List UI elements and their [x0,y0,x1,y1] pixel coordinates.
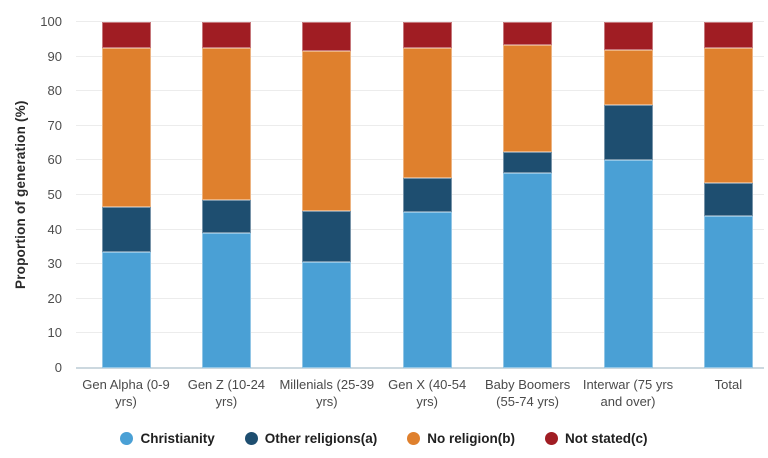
gridline-100 [76,21,764,22]
x-axis-line [76,367,764,369]
y-tick-label-80: 80 [47,83,62,99]
plot-area [76,21,764,369]
legend-dot-christianity [120,431,134,445]
segment-other-religions-a-millenials-25-39-yrs [302,210,352,263]
y-tick-label-70: 70 [47,117,62,133]
segment-no-religion-b-gen-x-40-54-yrs [402,47,452,178]
x-tick-label-gen-z-10-24-yrs: Gen Z (10-24 yrs) [187,377,266,409]
legend-item-not-stated-c: Not stated(c) [545,431,648,446]
legend-dot-no-religion-b [407,431,421,445]
legend: Christianity Other religions(a) No religio… [0,428,768,448]
x-tick-label-baby-boomers-55-74-yrs: Baby Boomers (55-74 yrs) [484,377,571,409]
segment-not-stated-c-interwar-75-yrs-and-over [603,22,653,50]
segment-not-stated-c-total [703,22,753,48]
segment-not-stated-c-gen-x-40-54-yrs [402,22,452,48]
x-tick-label-gen-x-40-54-yrs: Gen X (40-54 yrs) [388,377,467,409]
bar-gen-z-10-24-yrs [201,22,251,368]
segment-other-religions-a-interwar-75-yrs-and-over [603,105,653,161]
segment-christianity-interwar-75-yrs-and-over [603,160,653,368]
bar-gen-alpha-0-9-yrs [101,22,151,368]
segment-not-stated-c-baby-boomers-55-74-yrs [503,22,553,45]
segment-no-religion-b-interwar-75-yrs-and-over [603,49,653,106]
bar-interwar-75-yrs-and-over [603,22,653,368]
bar-total [703,22,753,368]
y-tick-label-50: 50 [47,187,62,202]
segment-christianity-gen-x-40-54-yrs [402,212,452,368]
x-tick-label-total: Total [714,377,743,392]
x-tick-label-gen-alpha-0-9-yrs: Gen Alpha (0-9 yrs) [82,377,170,409]
legend-item-other-religions-a: Other religions(a) [244,430,378,446]
legend-item-christianity: Christianity [120,430,215,446]
legend-label-christianity: Christianity [140,430,215,446]
segment-christianity-millenials-25-39-yrs [302,262,352,368]
segment-no-religion-b-total [703,47,753,183]
legend-dot-not-stated-c [545,431,558,445]
x-tick-label-interwar-75-yrs-and-over: Interwar (75 yrs and over) [582,377,674,409]
segment-other-religions-a-baby-boomers-55-74-yrs [503,151,553,173]
segment-christianity-baby-boomers-55-74-yrs [503,172,553,368]
legend-dot-other-religions-a [244,431,258,445]
segment-no-religion-b-millenials-25-39-yrs [302,51,352,211]
y-tick-label-100: 100 [40,14,62,29]
legend-item-no-religion-b: No religion(b) [407,431,515,446]
y-tick-label-10: 10 [47,325,62,341]
y-tick-label-0: 0 [54,360,62,375]
bar-baby-boomers-55-74-yrs [503,22,553,368]
segment-no-religion-b-gen-alpha-0-9-yrs [101,47,151,208]
segment-christianity-gen-z-10-24-yrs [201,233,251,368]
segment-not-stated-c-millenials-25-39-yrs [302,22,352,52]
segment-no-religion-b-baby-boomers-55-74-yrs [503,44,553,152]
y-tick-label-40: 40 [47,221,62,237]
segment-no-religion-b-gen-z-10-24-yrs [201,47,251,201]
segment-christianity-total [703,215,753,368]
x-tick-label-millenials-25-39-yrs: Millenials (25-39 yrs) [279,377,375,409]
segment-other-religions-a-gen-x-40-54-yrs [402,177,452,213]
y-tick-label-60: 60 [47,152,62,168]
segment-not-stated-c-gen-alpha-0-9-yrs [101,22,151,48]
segment-other-religions-a-total [703,182,753,216]
legend-label-other-religions-a: Other religions(a) [264,430,378,446]
legend-label-not-stated-c: Not stated(c) [565,430,648,446]
y-tick-label-90: 90 [47,48,62,64]
legend-label-no-religion-b: No religion(b) [427,430,515,446]
bar-millenials-25-39-yrs [302,22,352,368]
segment-christianity-gen-alpha-0-9-yrs [101,252,151,368]
bar-gen-x-40-54-yrs [402,22,452,368]
segment-not-stated-c-gen-z-10-24-yrs [201,22,251,48]
y-tick-label-30: 30 [47,256,62,272]
y-tick-label-20: 20 [47,290,62,306]
segment-other-religions-a-gen-alpha-0-9-yrs [101,207,151,253]
segment-other-religions-a-gen-z-10-24-yrs [201,200,251,234]
